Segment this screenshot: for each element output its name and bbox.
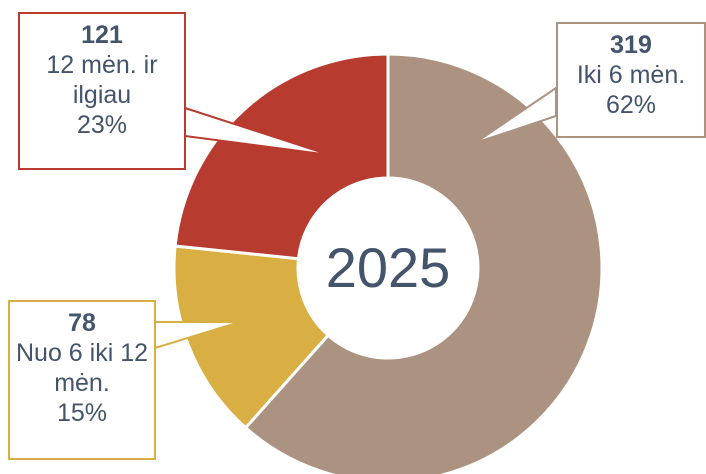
category-label: 12 mėn. ir ilgiau [46, 51, 158, 109]
category-label: Iki 6 mėn. [576, 61, 686, 89]
data-label: 121 12 mėn. ir ilgiau 23% [18, 12, 186, 170]
donut-segment [172, 244, 331, 430]
percent-label: 15% [56, 399, 108, 427]
center-label: 2025 [325, 236, 451, 299]
data-label: 319 Iki 6 mėn. 62% [556, 22, 706, 138]
percent-label: 62% [605, 91, 657, 119]
percent-label: 23% [76, 111, 128, 139]
value-label: 78 [68, 309, 96, 337]
data-label: 78 Nuo 6 iki 12 mėn. 15% [8, 300, 156, 460]
category-label: Nuo 6 iki 12 mėn. [15, 339, 149, 397]
donut-segment [173, 52, 390, 261]
value-label: 121 [81, 21, 123, 49]
value-label: 319 [610, 31, 652, 59]
donut-segment [243, 52, 604, 474]
